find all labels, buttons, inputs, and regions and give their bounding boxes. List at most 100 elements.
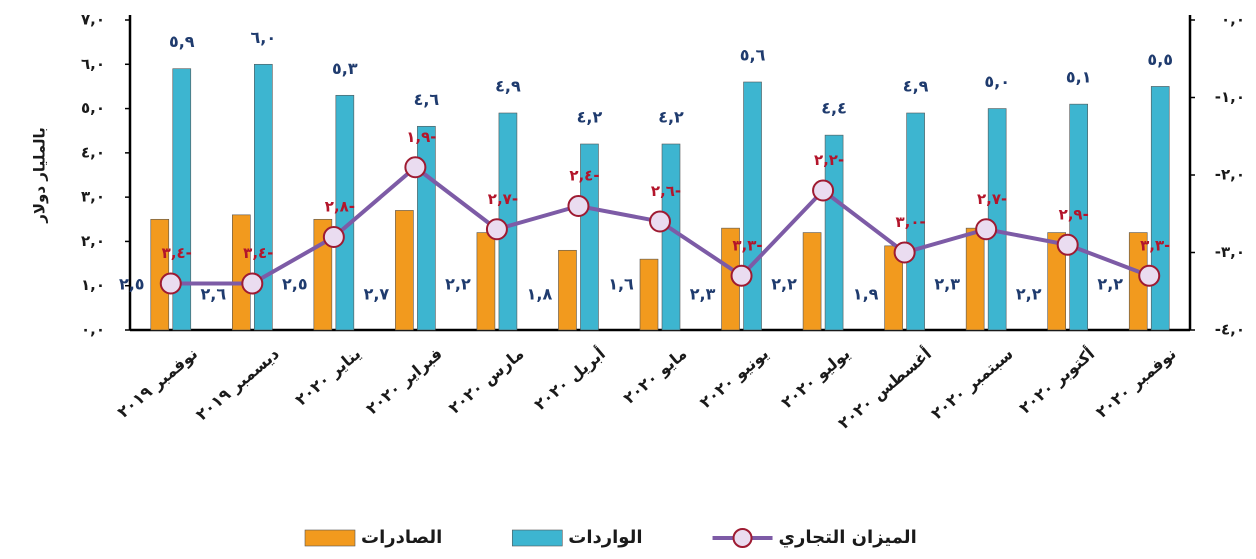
legend-swatch [732, 528, 753, 548]
value-label: ٢,٧- [488, 190, 518, 208]
value-label: ٢,٢ [445, 275, 471, 294]
legend-label: الميزان التجاري [779, 527, 917, 548]
legend-label: الصادرات [361, 527, 442, 548]
value-label: ٢,٩- [1059, 205, 1089, 223]
value-label: ٢,٧- [977, 190, 1007, 208]
line-marker [1056, 233, 1079, 256]
x-tick-label: ديسمبر ٢٠١٩ [192, 344, 283, 424]
value-label: ٢,٦ [201, 285, 227, 304]
y-tick-label: ٦,٠ [81, 55, 105, 73]
x-tick-label: مايو ٢٠٢٠ [620, 344, 691, 408]
y-tick-label: ٧,٠ [81, 11, 105, 29]
y-tick-label: ٠,٠ [81, 321, 105, 339]
x-tick-label: نوفمبر ٢٠١٩ [114, 344, 202, 422]
value-label: ٢,٢- [814, 151, 844, 169]
value-label: ٣,٤- [162, 244, 192, 262]
value-label: ٥,٦ [740, 46, 766, 65]
bar [965, 227, 985, 331]
x-tick-label: أكتوبر ٢٠٢٠ [1015, 343, 1098, 417]
value-label: ٦,٠ [251, 28, 277, 47]
value-label: ١,٩- [406, 128, 436, 146]
legend-swatch [511, 529, 563, 547]
line-marker [893, 241, 916, 264]
value-label: ٣,٠- [895, 213, 925, 231]
y-tick-label: ٤,٠ [81, 143, 105, 161]
bar [232, 214, 251, 331]
value-label: ٢,٣ [934, 275, 960, 294]
y-axis-label: بالمليار دولار [31, 127, 49, 224]
value-label: ٣,٤- [243, 244, 273, 262]
value-label: ٢,٤- [569, 167, 599, 185]
value-label: ٥,٠ [984, 72, 1010, 91]
bar [906, 112, 925, 331]
line-marker [485, 218, 508, 241]
line-marker [730, 264, 753, 287]
bar [639, 258, 659, 331]
line-marker [159, 272, 182, 295]
y-tick-label: ٥,٠ [81, 99, 105, 117]
x-tick-label: مارس ٢٠٢٠ [445, 344, 528, 418]
line-marker [1138, 264, 1161, 287]
value-label: ٤,٢ [577, 108, 603, 127]
value-label: ٢,٢ [771, 275, 797, 294]
value-label: ٢,٢ [1016, 285, 1042, 304]
x-tick-label: سبتمبر ٢٠٢٠ [927, 344, 1016, 423]
value-label: ٤,٩ [495, 77, 521, 96]
value-label: ٤,٢ [658, 108, 684, 127]
bar [661, 143, 681, 331]
bar [335, 94, 355, 331]
value-label: ٢,٦- [651, 182, 681, 200]
value-label: ٢,٣ [690, 285, 716, 304]
value-label: ٥,٣ [332, 59, 358, 78]
x-tick-label: فبراير ٢٠٢٠ [362, 344, 445, 418]
value-label: ١,٩ [853, 285, 879, 304]
value-label: ٢,٥ [282, 275, 308, 294]
bar [987, 108, 1007, 331]
value-label: ١,٨ [527, 285, 553, 304]
bar [743, 81, 762, 331]
x-tick-label: يوليو ٢٠٢٠ [778, 344, 854, 412]
value-label: ٢,٨- [325, 198, 355, 216]
value-label: ٢,٧ [364, 285, 390, 304]
bar [580, 143, 599, 331]
bar [1150, 86, 1170, 331]
value-label: ٤,٤ [821, 99, 847, 118]
bar [172, 68, 192, 331]
x-tick-label: يناير ٢٠٢٠ [291, 344, 364, 409]
y2-tick-label: -٤,٠ [1215, 321, 1245, 339]
x-tick-label: أبريل ٢٠٢٠ [530, 343, 609, 414]
value-label: ٢,٥ [119, 275, 145, 294]
value-label: ٥,١ [1066, 68, 1092, 87]
line-marker [975, 218, 998, 241]
line-marker [567, 195, 590, 217]
value-label: ٥,٩ [169, 32, 195, 51]
bar [1069, 103, 1088, 331]
value-label: ٤,٦ [414, 90, 440, 109]
y-tick-label: ١,٠ [81, 276, 105, 294]
line-marker [241, 272, 264, 295]
value-label: ١,٦ [608, 275, 634, 294]
bar [1047, 232, 1066, 331]
bar [395, 210, 414, 331]
legend-swatch [304, 529, 356, 547]
y-tick-label: ٢,٠ [81, 232, 105, 250]
line-marker [812, 179, 835, 202]
value-label: ٥,٥ [1147, 50, 1173, 69]
bar [476, 232, 496, 331]
bar [802, 232, 822, 331]
bar [558, 249, 577, 331]
bar [254, 63, 273, 331]
y2-tick-label: -٢,٠ [1215, 166, 1245, 184]
y-tick-label: ٣,٠ [81, 188, 105, 206]
bar [417, 125, 436, 331]
x-tick-label: يونيو ٢٠٢٠ [696, 344, 772, 412]
line-marker [322, 226, 345, 248]
value-label: ٣,٣- [732, 236, 762, 254]
value-label: ٤,٩ [903, 77, 929, 96]
y2-tick-label: ٠,٠ [1221, 11, 1245, 29]
value-label: ٢,٢ [1097, 275, 1123, 294]
x-tick-label: نوفمبر ٢٠٢٠ [1092, 344, 1180, 422]
line-marker [404, 156, 427, 179]
y2-tick-label: -٣,٠ [1215, 243, 1245, 261]
